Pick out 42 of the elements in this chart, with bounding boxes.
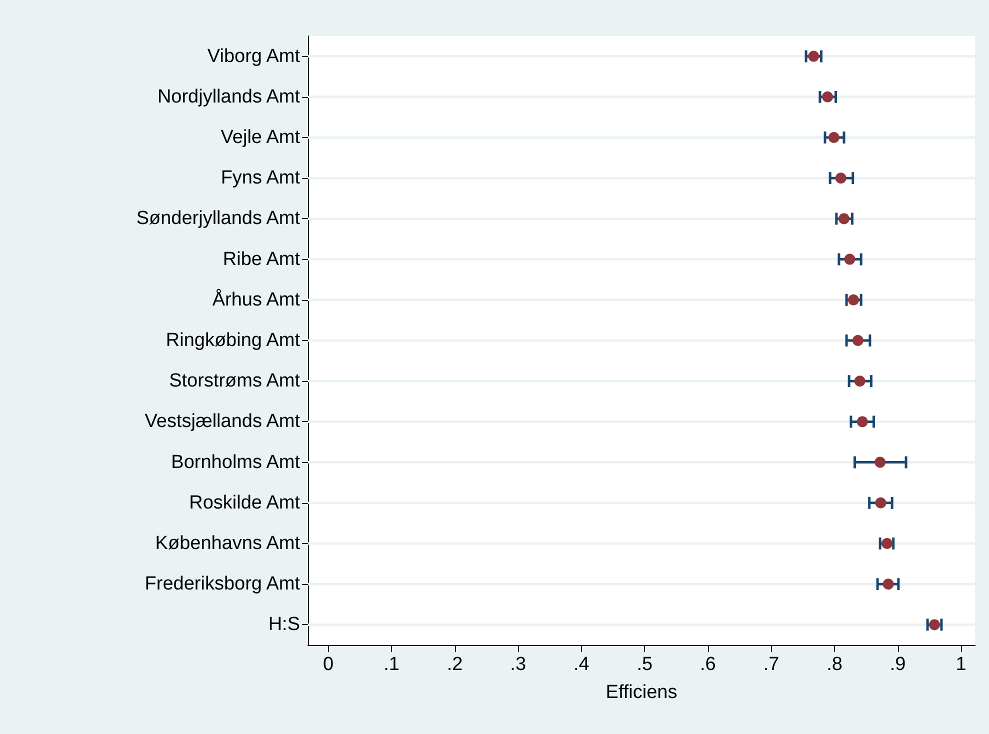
- x-tick-label: .3: [510, 654, 526, 675]
- point: [854, 376, 866, 387]
- x-tick-label: .5: [636, 654, 653, 675]
- y-tick-label: Viborg Amt: [207, 46, 301, 67]
- y-tick-label: Københavns Amt: [155, 533, 301, 554]
- point: [875, 497, 886, 508]
- y-tick-label: Frederiksborg Amt: [144, 574, 301, 595]
- x-tick-label: .9: [890, 654, 906, 675]
- point: [808, 50, 820, 62]
- y-tick-label: Storstrøms Amt: [169, 370, 301, 392]
- point: [848, 294, 859, 306]
- x-tick-label: .6: [700, 654, 716, 675]
- x-tick-label: 0: [322, 654, 334, 675]
- point: [838, 213, 850, 224]
- y-tick-label: H:S: [268, 614, 300, 636]
- point: [835, 172, 846, 184]
- y-tick-label: Vestsjællands Amt: [144, 411, 301, 432]
- point: [822, 91, 834, 102]
- x-tick-label: .4: [573, 654, 590, 675]
- y-tick-label: Ribe Amt: [222, 248, 301, 270]
- point: [882, 578, 894, 590]
- point: [874, 456, 886, 468]
- y-tick-label: Vejle Amt: [220, 127, 301, 148]
- point: [856, 416, 868, 428]
- x-tick-label: .7: [763, 654, 780, 675]
- y-tick-label: Nordjyllands Amt: [157, 86, 301, 108]
- y-tick-label: Fyns Amt: [220, 168, 301, 189]
- point: [852, 335, 864, 346]
- x-tick-label: .2: [446, 654, 463, 675]
- point: [844, 254, 856, 265]
- x-tick-label: .1: [384, 654, 400, 675]
- y-tick-label: Roskilde Amt: [189, 492, 301, 514]
- y-tick-label: Sønderjyllands Amt: [136, 208, 301, 230]
- x-axis-title: Efficiens: [606, 682, 678, 703]
- point: [929, 619, 940, 630]
- point: [882, 538, 893, 549]
- y-tick-label: Århus Amt: [212, 288, 301, 310]
- point: [828, 132, 840, 143]
- x-tick-label: .8: [826, 654, 842, 675]
- x-tick-label: 1: [956, 654, 966, 675]
- y-tick-label: Bornholms Amt: [171, 452, 301, 473]
- y-tick-label: Ringkøbing Amt: [166, 330, 301, 351]
